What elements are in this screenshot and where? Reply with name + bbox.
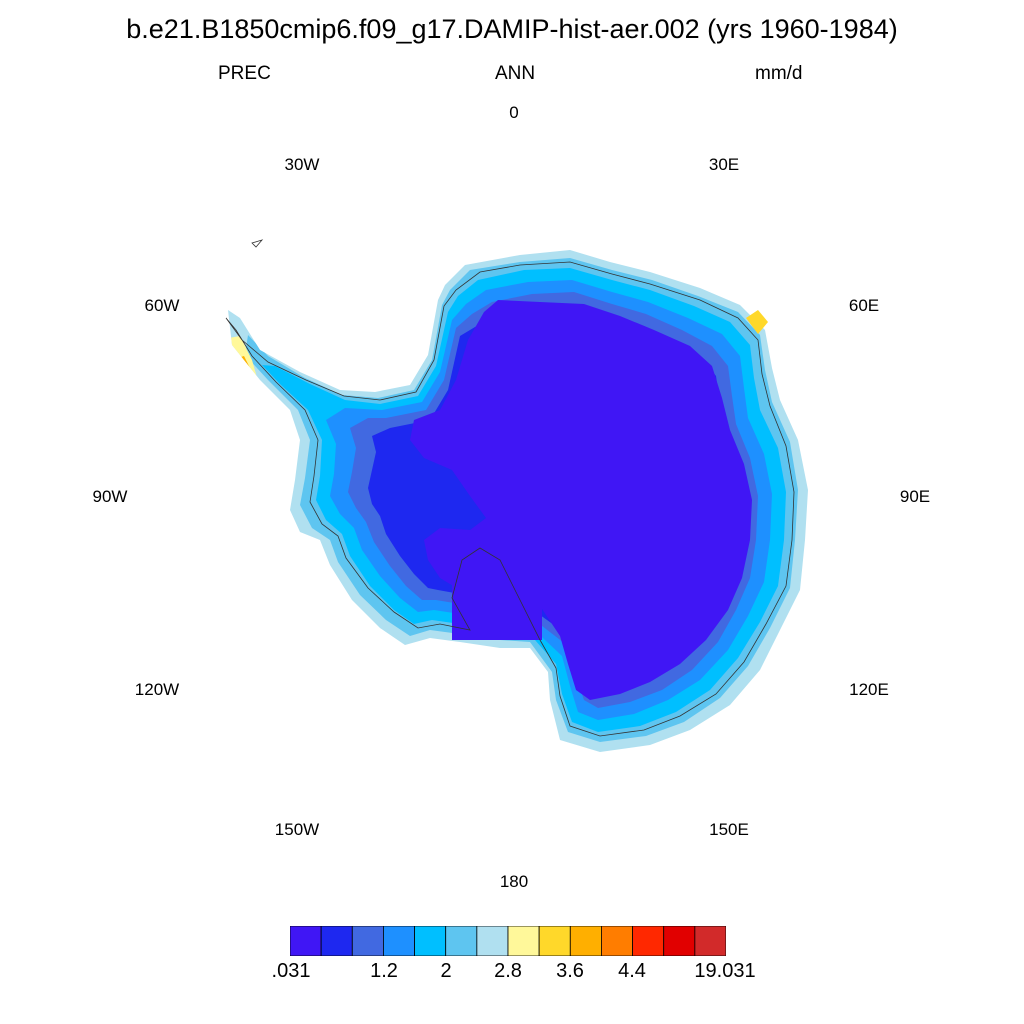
lon-label-30e: 30E bbox=[708, 155, 740, 174]
colorbar-swatch bbox=[632, 926, 665, 956]
colorbar-swatch bbox=[351, 926, 384, 956]
colorbar-swatch bbox=[445, 926, 478, 956]
colorbar-swatch bbox=[601, 926, 633, 956]
colorbar-swatch bbox=[383, 926, 415, 956]
lon-label-150e: 150E bbox=[709, 820, 749, 839]
colorbar-label: 2.8 bbox=[494, 960, 522, 982]
dronning-maud-hotspot bbox=[746, 310, 768, 334]
colorbar-label: 3.6 bbox=[556, 960, 584, 982]
variable-label: PREC bbox=[218, 63, 271, 84]
lon-label-90e: 90E bbox=[899, 487, 931, 506]
coastline bbox=[225, 261, 795, 737]
season-label: ANN bbox=[494, 63, 536, 84]
lon-label-90w: 90W bbox=[92, 487, 128, 506]
colorbar-swatch bbox=[663, 926, 696, 956]
lon-label-60e: 60E bbox=[848, 296, 880, 315]
lon-label-120e: 120E bbox=[849, 680, 889, 699]
lon-label-150w: 150W bbox=[274, 820, 320, 839]
colorbar-swatch bbox=[569, 926, 602, 956]
colorbar-swatch bbox=[290, 926, 322, 956]
colorbar bbox=[290, 926, 726, 956]
ross-shelf-patch bbox=[452, 560, 542, 640]
colorbar-label: 4.4 bbox=[618, 960, 646, 982]
lon-label-0: 0 bbox=[509, 103, 519, 122]
colorbar-swatch bbox=[414, 926, 447, 956]
lon-label-60w: 60W bbox=[144, 296, 180, 315]
colorbar-swatch bbox=[320, 926, 353, 956]
colorbar-swatch bbox=[476, 926, 509, 956]
colorbar-label: 1.2 bbox=[370, 960, 398, 982]
units-label: mm/d bbox=[755, 63, 803, 84]
colorbar-swatch bbox=[507, 926, 540, 956]
lon-label-180: 180 bbox=[499, 872, 529, 891]
lon-label-120w: 120W bbox=[134, 680, 180, 699]
colorbar-label: 19.031 bbox=[694, 960, 756, 982]
lon-label-30w: 30W bbox=[284, 155, 320, 174]
plot-title: b.e21.B1850cmip6.f09_g17.DAMIP-hist-aer.… bbox=[126, 14, 898, 44]
colorbar-label: .031 bbox=[271, 960, 311, 982]
colorbar-swatch bbox=[694, 926, 726, 956]
colorbar-swatch bbox=[538, 926, 571, 956]
south-shetland-outline bbox=[251, 239, 264, 248]
interior-region bbox=[410, 300, 752, 700]
colorbar-label: 2 bbox=[440, 960, 452, 982]
